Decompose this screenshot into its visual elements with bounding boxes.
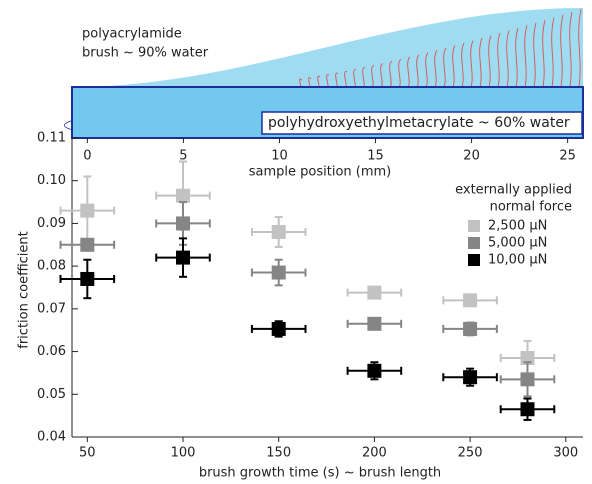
y-tick-label: 0.07 [37, 301, 66, 316]
marker [271, 265, 286, 280]
x2-tick-label: 10 [271, 149, 288, 164]
brush-chain [407, 56, 411, 88]
brush-chain [497, 32, 501, 88]
marker [367, 285, 382, 300]
label-box [261, 111, 583, 135]
annotation: polyhydroxyethylmetacrylate ~ 60% water [268, 115, 570, 131]
y-tick-label: 0.08 [37, 259, 66, 274]
y-tick-label: 0.09 [37, 216, 66, 231]
legend-label: 2,500 µN [488, 219, 547, 234]
marker [367, 316, 382, 331]
marker [80, 203, 95, 218]
brush-chain [434, 49, 438, 88]
marker [367, 363, 382, 378]
x2-axis-label: sample position (mm) [249, 165, 392, 180]
brush-chain [515, 27, 519, 88]
marker [176, 250, 191, 265]
legend-swatch [468, 237, 480, 249]
x2-tick-label: 20 [463, 149, 480, 164]
y-tick-label: 0.04 [37, 430, 66, 445]
brush-chain [443, 47, 447, 88]
x-tick-label: 50 [79, 446, 96, 461]
x-tick-label: 150 [266, 446, 291, 461]
x-tick-label: 300 [553, 446, 578, 461]
y-tick-label: 0.11 [37, 131, 66, 146]
marker [271, 321, 286, 336]
brush-chain [569, 11, 573, 88]
x2-tick-label: 5 [179, 149, 187, 164]
x2-tick-label: 25 [559, 149, 576, 164]
brush-chain [398, 58, 402, 88]
annotation: brush ~ 90% water [82, 46, 209, 61]
annotation: polyacrylamide [82, 27, 182, 42]
brush-chain [470, 40, 474, 88]
brush-chain [578, 9, 582, 88]
brush-chain [488, 35, 492, 88]
marker [176, 216, 191, 231]
legend-title: externally applied [455, 183, 572, 198]
brush-chain [551, 17, 555, 88]
legend-label: 5,000 µN [488, 236, 547, 251]
marker [520, 402, 535, 417]
marker [520, 372, 535, 387]
brush-chain [461, 42, 465, 88]
brush-chain [542, 19, 546, 88]
legend-swatch [468, 220, 480, 232]
x-tick-label: 250 [458, 446, 483, 461]
legend-swatch [468, 254, 480, 266]
x2-tick-label: 0 [83, 149, 91, 164]
brush-chain [533, 22, 537, 88]
y-tick-label: 0.06 [37, 344, 66, 359]
x-tick-label: 100 [171, 446, 196, 461]
marker [271, 224, 286, 239]
marker [80, 271, 95, 286]
brush-chain [389, 60, 393, 88]
brush-chain [479, 37, 483, 88]
legend-label: 10,00 µN [488, 253, 547, 268]
marker [80, 237, 95, 252]
brush-chain [425, 52, 429, 88]
marker [176, 188, 191, 203]
brush-chain [506, 30, 510, 88]
x2-tick-label: 15 [367, 149, 384, 164]
y-tick-label: 0.10 [37, 173, 66, 188]
marker [463, 370, 478, 385]
brush-chain [524, 25, 528, 88]
x-tick-label: 200 [362, 446, 387, 461]
brush-chain [416, 54, 420, 88]
marker [463, 293, 478, 308]
legend-title: normal force [490, 200, 572, 215]
brush-wedge [72, 8, 583, 87]
y-tick-label: 0.05 [37, 387, 66, 402]
brush-chain [452, 45, 456, 88]
marker [463, 321, 478, 336]
x-axis-label: brush growth time (s) ~ brush length [199, 466, 441, 481]
brush-chain [560, 14, 564, 88]
y-axis-label: friction coefficient [17, 231, 32, 348]
